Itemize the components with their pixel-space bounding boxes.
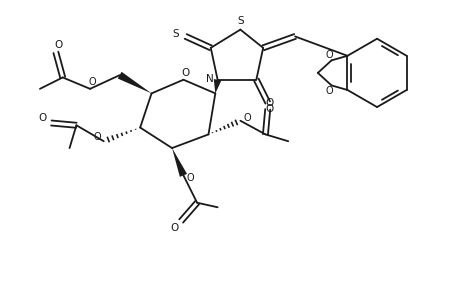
Text: S: S bbox=[237, 16, 244, 26]
Polygon shape bbox=[214, 79, 221, 93]
Text: O: O bbox=[38, 113, 46, 123]
Text: O: O bbox=[88, 77, 96, 87]
Text: O: O bbox=[170, 223, 179, 233]
Text: O: O bbox=[93, 132, 101, 142]
Text: S: S bbox=[172, 29, 179, 39]
Text: O: O bbox=[326, 86, 333, 96]
Text: N: N bbox=[206, 74, 213, 84]
Text: O: O bbox=[186, 173, 194, 183]
Polygon shape bbox=[118, 72, 152, 93]
Text: O: O bbox=[182, 68, 190, 78]
Text: O: O bbox=[326, 50, 333, 60]
Text: O: O bbox=[266, 104, 274, 114]
Text: O: O bbox=[243, 113, 251, 123]
Text: O: O bbox=[266, 98, 274, 108]
Text: O: O bbox=[54, 40, 62, 50]
Polygon shape bbox=[172, 148, 187, 177]
